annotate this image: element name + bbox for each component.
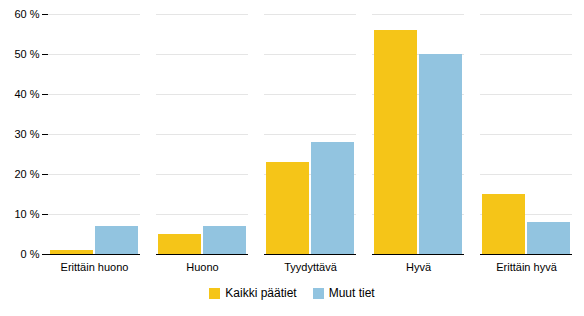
svg-text:30 %: 30 % bbox=[14, 128, 39, 140]
svg-text:10 %: 10 % bbox=[14, 208, 39, 220]
svg-text:Huono: Huono bbox=[186, 261, 218, 273]
svg-text:Erittäin hyvä: Erittäin hyvä bbox=[496, 261, 557, 273]
svg-text:Tyydyttävä: Tyydyttävä bbox=[284, 261, 337, 273]
svg-text:Erittäin huono: Erittäin huono bbox=[61, 261, 129, 273]
html-text:Kaikki päätiet: Kaikki päätiet bbox=[225, 286, 297, 300]
svg-text:60 %: 60 % bbox=[14, 8, 39, 20]
svg-text:0 %: 0 % bbox=[21, 248, 40, 260]
svg-text:Hyvä: Hyvä bbox=[406, 261, 432, 273]
svg-text:40 %: 40 % bbox=[14, 88, 39, 100]
svg-text:20 %: 20 % bbox=[14, 168, 39, 180]
html-text:Muut tiet: Muut tiet bbox=[328, 286, 375, 300]
svg-text:50 %: 50 % bbox=[14, 48, 39, 60]
